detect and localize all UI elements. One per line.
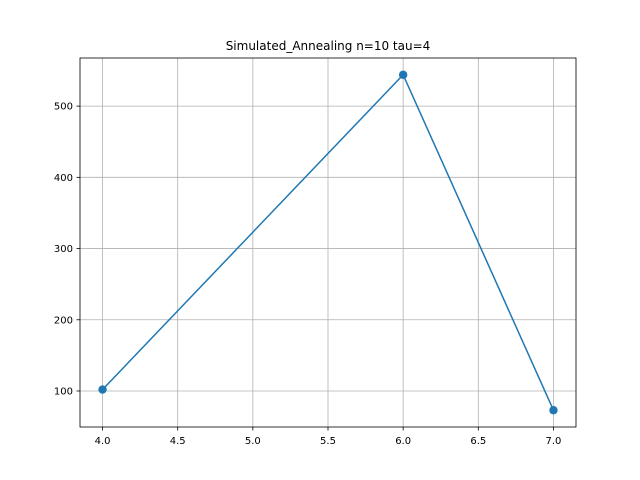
y-axis: 100 200 300 400 500 [54,102,80,398]
x-tick-label: 6.5 [470,436,486,447]
x-tick-label: 7.0 [546,436,562,447]
data-point [398,70,408,79]
x-tick-label: 5.5 [320,436,336,447]
chart-title: Simulated_Annealing n=10 tau=4 [226,39,431,53]
series-layer [98,70,558,415]
x-tick-label: 4.0 [95,436,111,447]
x-tick-label: 5.0 [245,436,261,447]
data-point [549,406,558,415]
y-tick-label: 500 [54,102,73,113]
x-tick-label: 4.5 [170,436,186,447]
x-axis: 4.0 4.5 5.0 5.5 6.0 6.5 7.0 [95,427,562,447]
data-point [98,385,107,394]
y-tick-label: 400 [54,173,73,184]
y-tick-label: 200 [54,315,73,326]
y-tick-label: 100 [54,387,73,398]
x-tick-label: 6.0 [395,436,411,447]
y-tick-label: 300 [54,244,73,255]
